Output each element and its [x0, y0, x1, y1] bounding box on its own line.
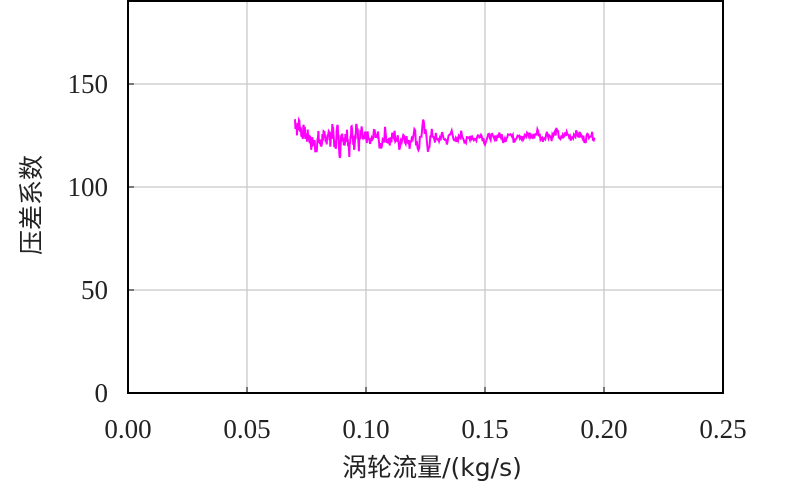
y-tick-label: 0	[95, 378, 109, 408]
x-tick-label: 0.20	[580, 414, 627, 444]
grid-lines	[128, 1, 723, 393]
x-tick-label: 0.00	[104, 414, 151, 444]
x-tick-label: 0.25	[699, 414, 746, 444]
x-axis-label: 涡轮流量/(kg/s)	[342, 453, 522, 482]
y-tick-label: 100	[68, 172, 109, 202]
series-line	[293, 116, 596, 159]
y-tick-label: 50	[81, 275, 108, 305]
x-axis-ticks: 0.00 0.05 0.10 0.15 0.20 0.25	[104, 387, 747, 444]
y-axis-label: 压差系数	[17, 155, 46, 255]
x-tick-label: 0.05	[223, 414, 270, 444]
y-axis-ticks: 0 50 100 150	[68, 69, 134, 408]
plot-frame	[127, 0, 724, 394]
x-tick-label: 0.10	[342, 414, 389, 444]
y-tick-label: 150	[68, 69, 109, 99]
x-tick-label: 0.15	[461, 414, 508, 444]
